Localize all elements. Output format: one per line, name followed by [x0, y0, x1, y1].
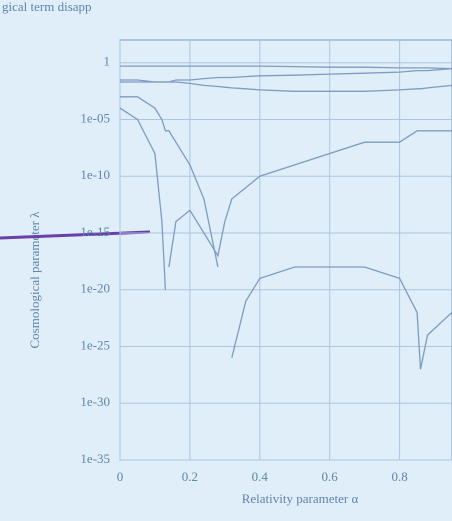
y-tick-label: 1e-30	[80, 394, 110, 409]
y-tick-label: 1e-20	[80, 281, 110, 296]
x-tick-label: 0	[117, 469, 124, 484]
y-tick-label: 1e-35	[80, 451, 110, 466]
chart: gical term disapp Cosmological parameter…	[0, 0, 452, 521]
x-tick-label: 0.6	[322, 469, 339, 484]
y-tick-label: 1e-25	[80, 337, 110, 352]
chart-title: gical term disapp	[2, 0, 92, 14]
y-tick-label: 1e-05	[80, 110, 110, 125]
x-tick-label: 0.4	[252, 469, 269, 484]
y-tick-label: 1	[104, 54, 111, 69]
x-tick-label: 0.2	[182, 469, 198, 484]
y-tick-label: 1e-15	[80, 224, 110, 239]
x-axis-label: Relativity parameter α	[242, 491, 359, 506]
y-axis-label: Cosmological parameter λ	[27, 211, 42, 349]
x-tick-label: 0.8	[391, 469, 407, 484]
y-tick-label: 1e-10	[80, 167, 110, 182]
